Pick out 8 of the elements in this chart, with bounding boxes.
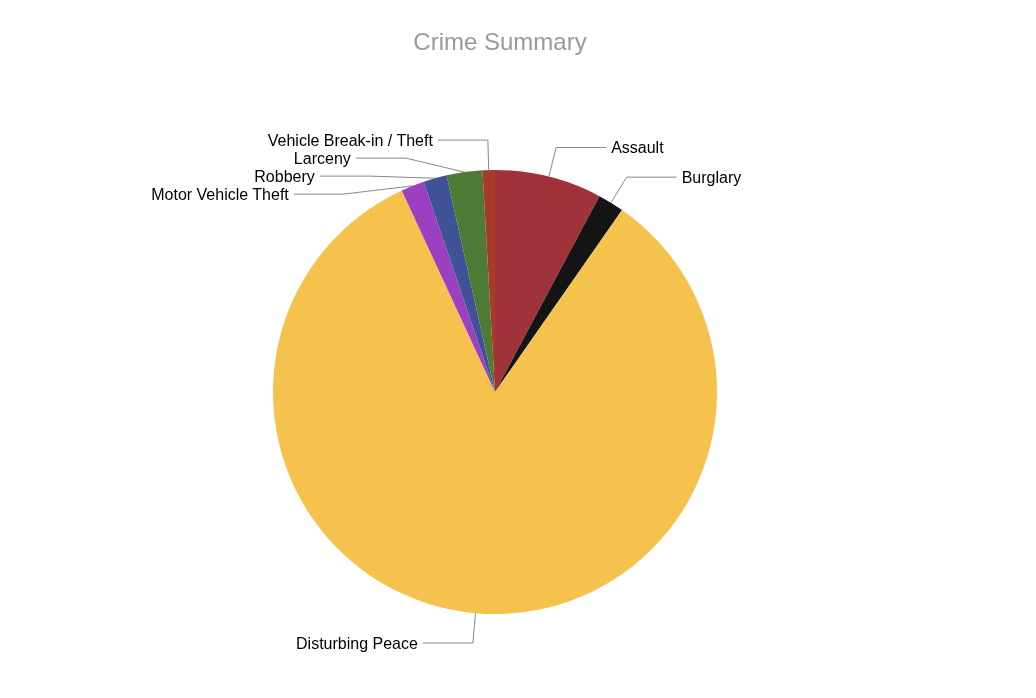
slice-label: Motor Vehicle Theft [151,185,290,203]
slice-label: Vehicle Break-in / Theft [267,131,434,149]
slice-label: Robbery [254,167,315,185]
slice-label: Disturbing Peace [296,634,418,652]
chart-title: Crime Summary [413,27,587,55]
slice-label: Burglary [681,168,742,186]
slice-label: Assault [611,139,665,157]
slice-label: Larceny [293,149,351,167]
